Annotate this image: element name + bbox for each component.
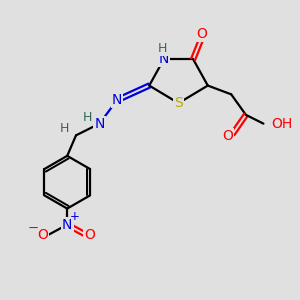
Text: N: N	[62, 218, 72, 232]
Text: +: +	[70, 210, 80, 223]
Text: N: N	[94, 117, 105, 130]
Text: H: H	[60, 122, 70, 135]
Text: O: O	[37, 228, 48, 242]
Text: OH: OH	[272, 117, 293, 130]
Text: H: H	[158, 42, 167, 55]
Text: O: O	[84, 228, 95, 242]
Text: O: O	[196, 27, 207, 41]
Text: S: S	[174, 96, 183, 110]
Text: N: N	[159, 52, 169, 66]
Text: H: H	[82, 111, 92, 124]
Text: O: O	[222, 129, 233, 143]
Text: N: N	[112, 93, 122, 107]
Text: −: −	[27, 222, 38, 235]
